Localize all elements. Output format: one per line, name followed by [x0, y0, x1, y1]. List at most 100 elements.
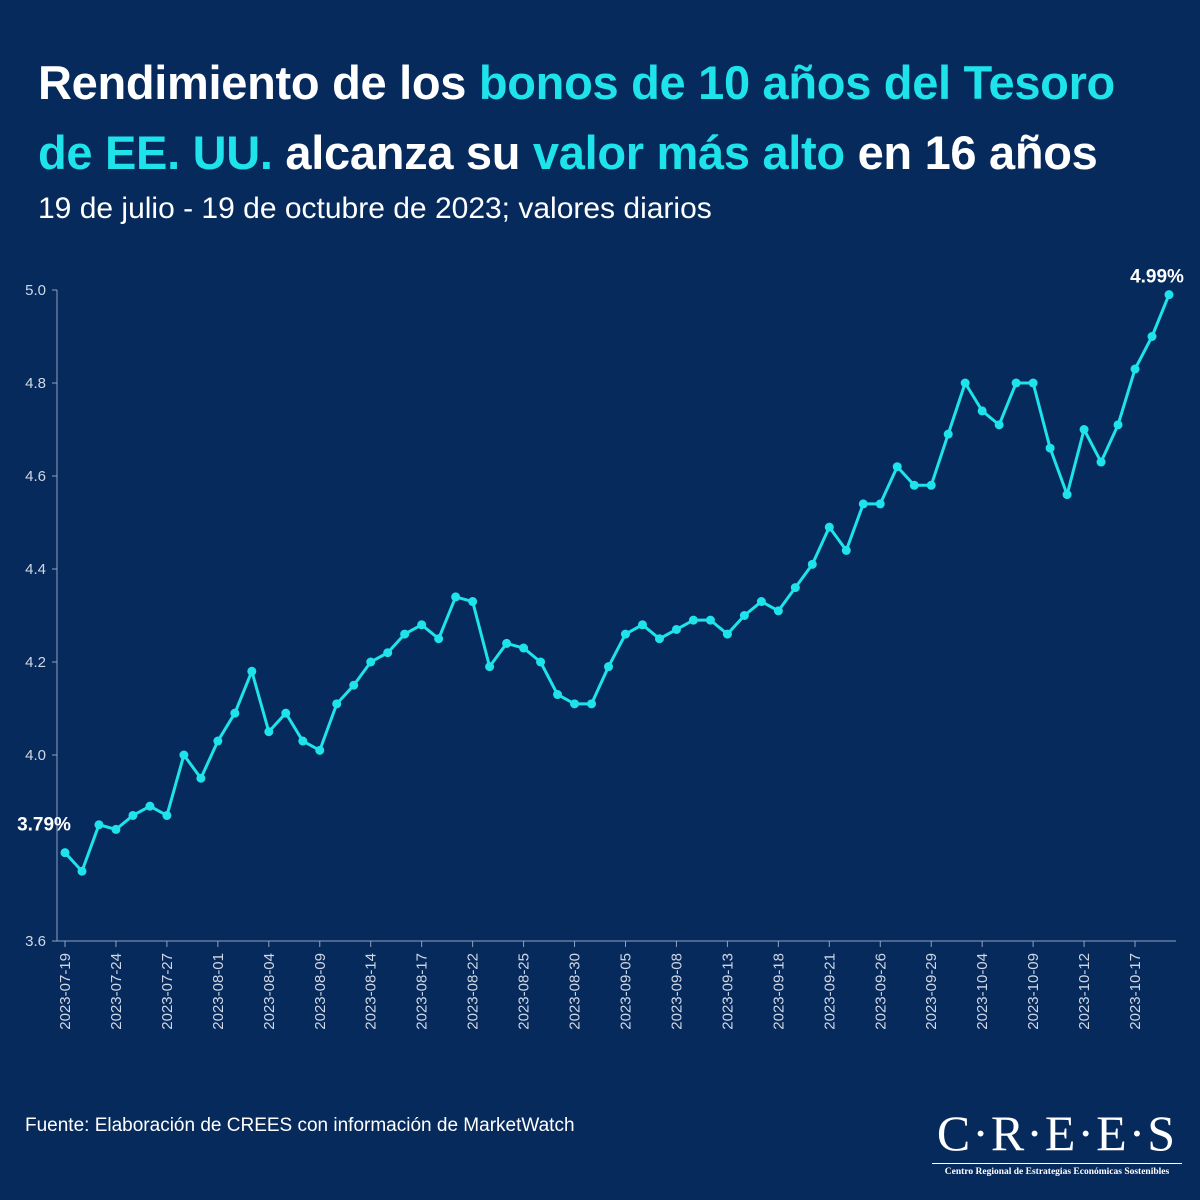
data-point: [909, 480, 919, 490]
data-point: [604, 662, 614, 672]
data-point: [688, 615, 698, 625]
y-tick-label: 5.0: [25, 282, 46, 299]
data-point: [1045, 443, 1055, 453]
data-point: [196, 773, 206, 783]
data-point: [281, 708, 291, 718]
x-tick-label: 2023-09-13: [719, 953, 736, 1030]
x-tick-label: 2023-07-19: [57, 953, 74, 1030]
data-point: [756, 597, 766, 607]
data-point: [654, 634, 664, 644]
y-tick-label: 4.4: [25, 561, 46, 578]
data-point: [230, 708, 240, 718]
data-point: [841, 545, 851, 555]
data-point: [145, 801, 155, 811]
data-point: [892, 462, 902, 472]
x-tick-label: 2023-09-26: [872, 953, 889, 1030]
title-text: Rendimiento de los: [38, 56, 479, 109]
data-point: [179, 750, 189, 760]
data-point: [926, 480, 936, 490]
logo-subtitle: Centro Regional de Estrategias Económica…: [944, 1167, 1170, 1177]
data-point: [111, 824, 121, 834]
data-label: 4.99%: [1130, 267, 1184, 288]
title-highlight: valor más alto: [532, 126, 845, 179]
data-point: [213, 736, 223, 746]
data-point: [587, 699, 597, 709]
title-text: en 16 años: [844, 126, 1098, 179]
data-point: [858, 499, 868, 509]
x-tick-label: 2023-08-01: [210, 953, 227, 1030]
data-point: [315, 745, 325, 755]
x-tick-label: 2023-08-14: [363, 953, 380, 1030]
x-tick-label: 2023-08-09: [312, 953, 329, 1030]
data-point: [553, 690, 563, 700]
data-point: [417, 620, 427, 630]
x-tick-label: 2023-08-25: [516, 953, 533, 1030]
x-tick-label: 2023-08-04: [261, 953, 278, 1030]
y-tick-label: 4.6: [25, 468, 46, 485]
x-tick-label: 2023-10-04: [974, 953, 991, 1030]
data-point: [637, 620, 647, 630]
data-point: [807, 559, 817, 569]
logo-name: C·R·E·E·S: [936, 1105, 1178, 1161]
x-tick-label: 2023-08-22: [465, 953, 482, 1030]
data-point: [739, 611, 749, 620]
data-point: [1113, 420, 1123, 430]
x-tick-label: 2023-09-08: [668, 953, 685, 1030]
data-point: [519, 643, 529, 653]
data-point: [1079, 425, 1089, 434]
data-point: [468, 597, 478, 607]
title-text: alcanza su: [272, 126, 533, 179]
series-line: [63, 294, 1171, 873]
x-tick-label: 2023-08-17: [414, 953, 431, 1030]
data-point: [400, 629, 410, 639]
data-point: [722, 629, 732, 639]
data-point: [1130, 364, 1140, 374]
x-tick-label: 2023-09-05: [617, 953, 634, 1030]
y-tick-label: 4.8: [25, 375, 46, 392]
data-point: [994, 420, 1004, 430]
x-tick-label: 2023-09-29: [923, 953, 940, 1030]
data-point: [128, 810, 138, 820]
data-point: [162, 810, 172, 820]
data-point: [502, 638, 512, 648]
data-point: [383, 648, 393, 658]
x-tick-label: 2023-08-30: [567, 953, 584, 1030]
data-point: [705, 615, 715, 625]
data-point: [943, 429, 953, 439]
data-point: [349, 680, 359, 690]
chart-subtitle: 19 de julio - 19 de octubre de 2023; val…: [38, 192, 712, 225]
data-point: [1062, 490, 1072, 500]
data-point: [1164, 290, 1174, 300]
data-point: [824, 522, 834, 532]
data-point: [773, 606, 783, 616]
data-point: [1028, 378, 1038, 388]
data-point: [620, 629, 630, 639]
x-tick-label: 2023-09-21: [821, 953, 838, 1030]
y-tick-label: 4.2: [25, 654, 46, 671]
data-point: [451, 592, 461, 602]
data-point: [790, 583, 800, 593]
data-point: [77, 866, 87, 876]
y-tick-label: 4.0: [25, 747, 46, 764]
data-point: [536, 657, 546, 667]
data-point: [1147, 332, 1157, 341]
x-tick-label: 2023-07-24: [108, 953, 125, 1030]
data-point: [960, 378, 970, 388]
data-label: 3.79%: [17, 815, 71, 836]
data-point: [1011, 378, 1021, 388]
x-tick-label: 2023-09-18: [770, 953, 787, 1030]
data-point: [94, 820, 104, 830]
data-point: [671, 624, 681, 634]
data-point: [60, 848, 70, 858]
logo-divider: [932, 1163, 1182, 1164]
data-point: [570, 699, 580, 709]
data-point: [332, 699, 342, 709]
data-point: [485, 662, 495, 672]
x-tick-label: 2023-10-09: [1025, 953, 1042, 1030]
y-tick-label: 3.6: [25, 933, 46, 950]
data-point: [366, 657, 376, 667]
data-point: [1096, 457, 1106, 467]
data-point: [875, 499, 885, 509]
title-highlight: bonos de 10 años del Tesoro de EE. UU.: [38, 56, 1115, 179]
data-point: [977, 406, 987, 416]
